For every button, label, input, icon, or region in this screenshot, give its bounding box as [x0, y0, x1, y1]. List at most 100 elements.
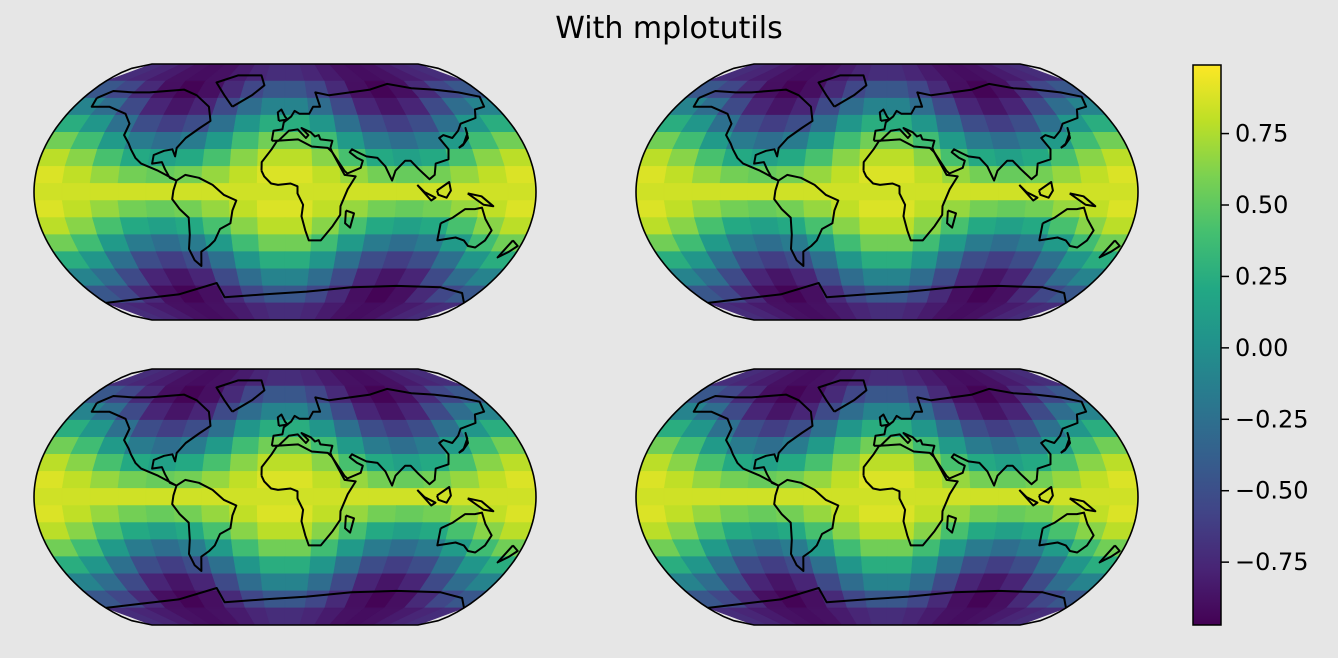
data-cell [34, 183, 63, 201]
data-cell [1106, 471, 1138, 489]
data-cell [391, 522, 423, 540]
data-cell [233, 556, 262, 575]
data-cell [262, 385, 286, 404]
data-cell [721, 217, 754, 235]
data-cell [719, 166, 750, 184]
data-cell [394, 505, 425, 523]
data-cell [636, 166, 668, 184]
data-cell [336, 436, 366, 455]
data-cell [204, 302, 242, 320]
data-cell [403, 302, 465, 320]
data-cell [666, 454, 700, 472]
data-cell [173, 183, 202, 201]
data-cell [886, 471, 916, 489]
data-cell [418, 149, 451, 167]
coastline [817, 74, 868, 108]
data-cell [1005, 607, 1067, 625]
data-cell [284, 556, 312, 575]
data-cell [806, 607, 844, 625]
panel-bottom-right [635, 368, 1139, 626]
data-cell [833, 131, 862, 150]
data-cell [89, 471, 121, 489]
map-frame [635, 63, 1139, 321]
data-cell [970, 183, 999, 201]
data-cell [145, 200, 176, 218]
data-cell [935, 419, 965, 438]
data-cell [284, 590, 308, 609]
data-cell [747, 166, 778, 184]
data-cell [284, 80, 308, 99]
coastline [215, 74, 266, 108]
data-cell [886, 217, 915, 235]
data-cell [886, 590, 910, 609]
data-cell [231, 131, 260, 150]
data-cell [636, 200, 668, 218]
data-cell [228, 166, 258, 184]
data-cell [775, 183, 804, 201]
data-cell [914, 488, 943, 506]
data-cell [184, 607, 227, 625]
coastline [105, 282, 465, 304]
data-cell [368, 183, 397, 201]
data-cell [173, 488, 202, 506]
data-cell [260, 268, 286, 287]
data-cell [368, 488, 397, 506]
data-cell [747, 505, 778, 523]
data-cell [367, 505, 397, 523]
data-cell [909, 268, 936, 287]
data-cell [886, 200, 916, 218]
data-cell [859, 522, 888, 540]
data-cell [224, 607, 256, 625]
data-cell [365, 217, 396, 235]
data-cell [804, 149, 834, 167]
data-cell [260, 573, 286, 592]
data-cell [61, 505, 93, 523]
data-cell [89, 488, 119, 506]
data-cell [308, 419, 337, 438]
data-cell [1106, 166, 1138, 184]
coastline [270, 387, 486, 487]
coastline [707, 587, 1067, 609]
data-cell [333, 556, 363, 575]
data-cell [636, 488, 665, 506]
data-cell [207, 114, 237, 133]
data-cell [449, 471, 481, 489]
map-frame [33, 63, 537, 321]
data-cell [1047, 454, 1080, 472]
data-cell [201, 505, 231, 523]
data-cell [719, 488, 749, 506]
data-cell [333, 114, 363, 133]
colorbar-tick-label: 0.00 [1235, 334, 1288, 362]
data-cell [963, 234, 995, 253]
data-cell [694, 454, 727, 472]
data-cell [233, 419, 262, 438]
colorbar-tick-label: −0.25 [1235, 405, 1309, 433]
data-cell [831, 522, 861, 540]
coastline [215, 379, 266, 413]
coastline [946, 209, 957, 229]
data-cell [264, 302, 286, 320]
data-cell [809, 419, 839, 438]
data-cell [910, 556, 939, 575]
data-cell [1020, 454, 1053, 472]
coastline [872, 387, 1088, 487]
data-cell [993, 217, 1025, 235]
data-cell [92, 454, 125, 472]
data-cell [831, 149, 861, 167]
data-cell [117, 488, 147, 506]
coastline [436, 181, 452, 199]
data-cell [666, 217, 700, 235]
data-cell [145, 183, 174, 201]
data-cell [504, 200, 536, 218]
data-cell [34, 166, 66, 184]
data-cell [117, 471, 148, 489]
data-cell [299, 302, 326, 320]
data-cell [150, 234, 183, 253]
data-cell [707, 607, 769, 625]
data-cell [1109, 488, 1138, 506]
data-cell [806, 302, 844, 320]
data-cell [831, 183, 860, 201]
data-cell [663, 183, 693, 201]
data-cell [403, 607, 465, 625]
data-cell [89, 200, 121, 218]
